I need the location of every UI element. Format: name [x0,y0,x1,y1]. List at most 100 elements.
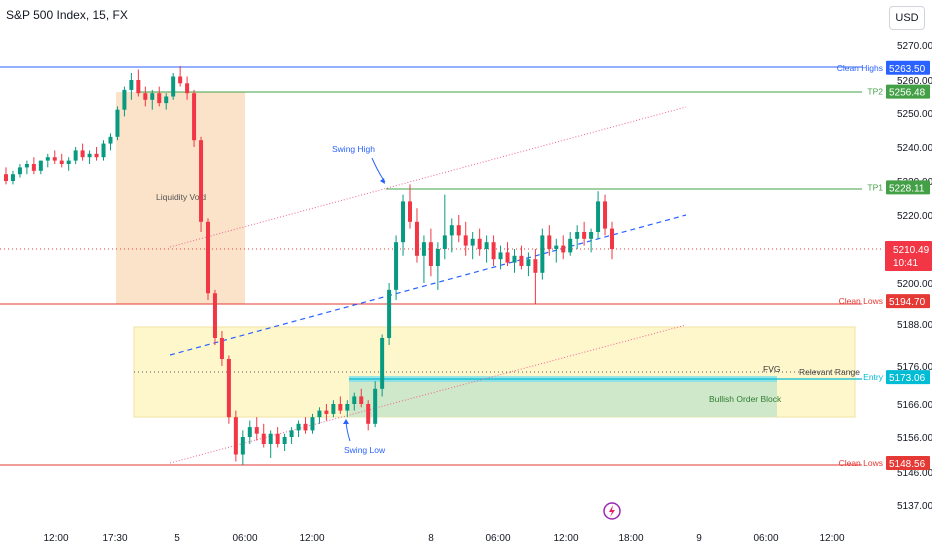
candle [240,430,245,465]
lightning-icon[interactable] [603,502,621,520]
level-value: 5228.11 [889,183,925,194]
candle [199,136,204,232]
level-name: Entry [863,372,884,382]
time-tick-label: 12:00 [43,533,68,544]
candle [192,89,197,147]
candle-body [366,404,371,424]
candle [233,410,238,462]
candle-body [414,221,419,256]
price-tick-label: 5156.00 [897,433,932,444]
candle [477,228,482,256]
candle [519,245,524,270]
candle [66,157,71,171]
candle-body [31,164,36,171]
candle-body [296,423,301,431]
candle [394,235,399,301]
liquidity-void-zone [116,92,245,304]
channel-mid-line[interactable] [169,214,687,356]
price-tick-label: 5188.00 [897,320,932,331]
channel-upper-line[interactable] [169,106,687,248]
candle [206,218,210,301]
candle-body [456,225,461,236]
candle-body [554,245,559,249]
candle [561,235,566,260]
candle-body [477,238,482,249]
time-axis[interactable]: 12:00 17:30 5 06:00 12:00 8 06:00 12:00 18:00 9 06… [43,533,844,544]
liquidity-void-label: Liquidity Void [156,192,206,202]
candle [575,225,580,249]
candle-body [10,174,15,181]
candle [10,170,15,185]
level-name: Clean Lows [839,296,883,306]
candle [324,404,329,421]
candle [289,427,294,444]
chart-title: S&P 500 Index, 15, FX [6,8,128,22]
candle-body [185,83,190,94]
candle [533,249,538,304]
price-tick-label: 5240.00 [897,143,932,154]
price-tick-label: 5220.00 [897,211,932,222]
price-axis[interactable]: 5270.005260.005250.005240.005230.005220.… [897,41,932,512]
time-tick-label: 06:00 [232,533,257,544]
candle-body [373,388,378,424]
candle-body [463,235,468,246]
time-tick-label: 17:30 [102,533,127,544]
candle [178,66,183,87]
candle [568,232,573,256]
candle [603,194,608,236]
candle-body [589,232,594,239]
candle [268,430,273,458]
candle [380,334,385,397]
candle-body [470,238,475,246]
candle [157,86,162,107]
candle [484,235,489,263]
candle [387,283,392,345]
level-value-box [886,294,930,309]
candle [491,235,496,266]
candle [108,133,113,151]
candle [4,167,8,185]
candle-body [52,157,57,161]
candle-body [303,423,308,431]
candle [150,89,155,110]
level-name: Clean Highs [837,63,883,73]
candle-body [596,201,601,232]
time-tick-label: 06:00 [485,533,510,544]
fvg-label: FVG [763,364,780,374]
candle [359,388,364,408]
swing-low-label: Swing Low [344,445,386,455]
candle-body [192,93,197,141]
candle [261,423,266,448]
candle [115,106,120,141]
currency-button[interactable]: USD [889,6,925,30]
candle [442,194,447,260]
candle-body [512,255,517,263]
candle-body [498,252,503,260]
candle-body [505,252,510,263]
candle-body [108,136,113,144]
level-value-box [886,84,930,99]
candle [254,417,259,441]
candle-body [561,245,566,253]
candle-body [171,76,176,97]
channel-lower-line[interactable] [169,324,687,464]
level-value: 5173.06 [889,373,926,384]
candle-body [310,417,315,431]
candle [171,73,176,100]
candle [498,245,503,270]
candle-body [240,437,245,455]
candles-group [4,66,614,465]
candle [435,242,440,290]
candle-body [352,396,357,404]
level-value: 5194.70 [889,297,926,308]
candle [185,76,190,100]
candle [164,93,169,110]
candle-body [24,164,29,168]
candle [463,221,468,256]
candle [512,249,517,273]
candle [87,150,92,164]
time-tick-label: 12:00 [299,533,324,544]
candle-body [435,249,440,266]
level-value: 5263.50 [889,64,926,75]
